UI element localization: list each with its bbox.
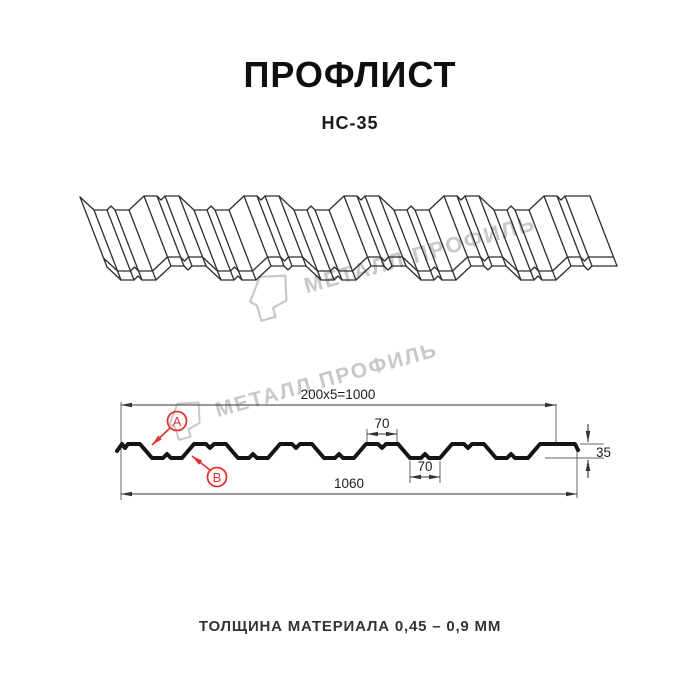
callout-b-label: В bbox=[213, 470, 222, 485]
cross-section-drawing: 200x5=1000 70 70 1060 35 А В bbox=[115, 387, 611, 500]
callout-b: В bbox=[191, 455, 228, 488]
page-title: ПРОФЛИСТ bbox=[243, 54, 457, 95]
dimension-module-label: 200x5=1000 bbox=[301, 387, 376, 402]
watermark-1: МЕТАЛЛ ПРОФИЛЬ bbox=[235, 198, 542, 329]
dimension-overall-width-label: 1060 bbox=[334, 476, 364, 491]
profile-code: НС-35 bbox=[321, 113, 379, 133]
cross-section-profile bbox=[115, 442, 580, 460]
dimension-rib-bottom-label: 70 bbox=[417, 459, 432, 474]
dimension-height-label: 35 bbox=[596, 445, 611, 460]
callout-a: А bbox=[151, 410, 188, 446]
thickness-note: ТОЛЩИНА МАТЕРИАЛА 0,45 – 0,9 ММ bbox=[198, 618, 502, 635]
metal-profil-logo-icon bbox=[249, 274, 288, 322]
callout-a-label: А bbox=[173, 414, 182, 429]
dimension-rib-top-label: 70 bbox=[374, 416, 389, 431]
profile-3d-drawing bbox=[79, 195, 618, 281]
